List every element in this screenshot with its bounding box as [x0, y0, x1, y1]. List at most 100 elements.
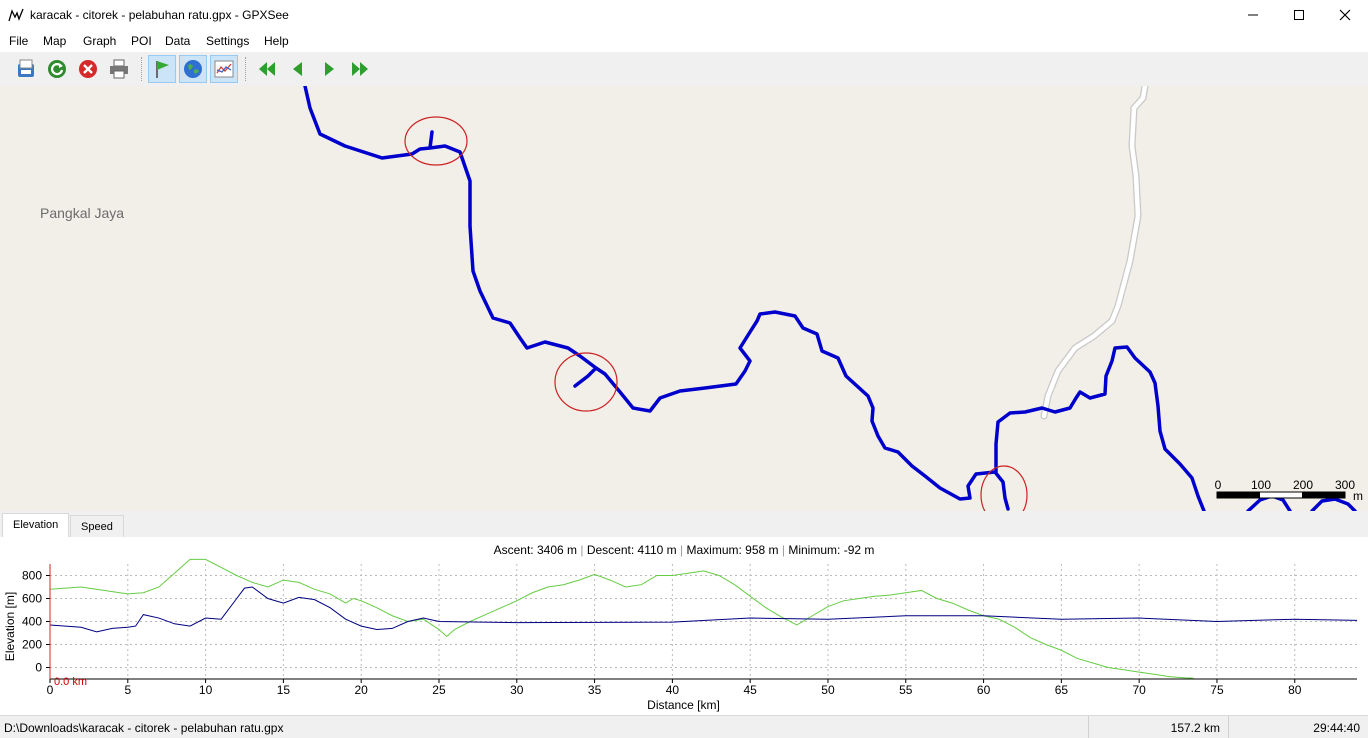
- y-tick-label: 800: [22, 569, 42, 583]
- menu-graph[interactable]: Graph: [83, 34, 117, 48]
- scale-unit: m: [1353, 489, 1363, 503]
- maximum-label: Maximum:: [686, 543, 742, 557]
- minimize-icon: [1248, 14, 1258, 16]
- previous-file-icon: [293, 62, 302, 76]
- x-tick-label: 40: [666, 683, 680, 697]
- ascent-value: 3406 m: [536, 543, 578, 557]
- scale-tick-label: 0: [1214, 478, 1222, 492]
- menu-bar: File Map Graph POI Data Settings Help: [0, 30, 1368, 52]
- toolbar: [0, 52, 1368, 87]
- y-tick-label: 600: [22, 592, 42, 606]
- x-tick-label: 15: [277, 683, 291, 697]
- close-file-button[interactable]: [74, 55, 102, 83]
- x-axis-label: Distance [km]: [647, 698, 720, 712]
- show-poi-button[interactable]: [148, 55, 176, 83]
- minimize-button[interactable]: [1230, 0, 1276, 30]
- x-tick-label: 60: [977, 683, 991, 697]
- x-tick-label: 5: [124, 683, 131, 697]
- elevation-chart[interactable]: 0 5 10 15 20 25 30 35 40 45 50 55 60 65 70 75 8002004006…: [0, 537, 1368, 715]
- map-scale: 0 100 200 300 m: [1212, 478, 1363, 508]
- show-map-icon: [184, 60, 202, 78]
- descent-value: 4110 m: [637, 543, 677, 557]
- print-icon: [110, 59, 128, 79]
- map-road: [1041, 86, 1148, 419]
- y-tick-label: 200: [22, 638, 42, 652]
- waypoint-marker[interactable]: [980, 465, 1028, 511]
- close-icon: [1339, 9, 1351, 21]
- elevation-series-line: [49, 558, 1194, 679]
- cursor-label: 0.0 km: [54, 676, 87, 688]
- maximize-button[interactable]: [1276, 0, 1322, 30]
- tab-elevation[interactable]: Elevation: [2, 513, 70, 538]
- map-view[interactable]: Pangkal Jaya 0 100 200 300 m: [0, 86, 1368, 511]
- gpx-track: [303, 86, 1357, 511]
- descent-label: Descent:: [586, 543, 635, 557]
- ascent-label: Ascent:: [493, 543, 534, 557]
- reload-icon: [48, 60, 66, 78]
- gpxsee-app-icon: [8, 8, 24, 22]
- elevation-graph-panel: Ascent: 3406 m | Descent: 4110 m | Maxim…: [0, 537, 1368, 715]
- y-tick-label: 0: [35, 661, 42, 675]
- elevation-summary: Ascent: 3406 m | Descent: 4110 m | Maxim…: [0, 543, 1368, 557]
- reload-button[interactable]: [43, 55, 71, 83]
- info-separator: |: [580, 543, 584, 557]
- previous-file-button[interactable]: [284, 55, 312, 83]
- menu-settings[interactable]: Settings: [206, 34, 250, 48]
- toolbar-separator: [141, 57, 144, 81]
- show-poi-icon: [156, 61, 169, 78]
- y-tick-label: 400: [22, 615, 42, 629]
- x-tick-label: 45: [743, 683, 757, 697]
- y-axis-label: Elevation [m]: [3, 592, 17, 661]
- x-tick-label: 80: [1288, 683, 1302, 697]
- window-title: karacak - citorek - pelabuhan ratu.gpx -…: [30, 8, 289, 22]
- print-button[interactable]: [105, 55, 133, 83]
- close-button[interactable]: [1322, 0, 1368, 30]
- menu-map[interactable]: Map: [43, 34, 67, 48]
- minimum-label: Minimum:: [788, 543, 841, 557]
- x-tick-label: 50: [821, 683, 835, 697]
- open-file-button[interactable]: [12, 55, 40, 83]
- status-file-path: D:\Downloads\karacak - citorek - pelabuh…: [4, 721, 284, 735]
- menu-poi[interactable]: POI: [131, 34, 152, 48]
- open-file-icon: [18, 59, 34, 77]
- title-bar: karacak - citorek - pelabuhan ratu.gpx -…: [0, 0, 1368, 30]
- show-map-button[interactable]: [179, 55, 207, 83]
- x-tick-label: 35: [588, 683, 602, 697]
- minimum-value: -92 m: [843, 543, 875, 557]
- place-label: Pangkal Jaya: [40, 205, 125, 221]
- x-tick-label: 10: [199, 683, 213, 697]
- x-tick-label: 75: [1210, 683, 1224, 697]
- x-tick-label: 70: [1132, 683, 1146, 697]
- last-file-icon: [352, 62, 368, 76]
- x-tick-label: 30: [510, 683, 524, 697]
- status-time: 29:44:40: [1313, 721, 1360, 735]
- x-tick-label: 65: [1055, 683, 1069, 697]
- close-file-icon: [79, 60, 97, 78]
- waypoint-marker[interactable]: [404, 116, 468, 166]
- first-file-button[interactable]: [253, 55, 281, 83]
- waypoint-marker[interactable]: [554, 352, 618, 412]
- tab-speed[interactable]: Speed: [70, 515, 124, 537]
- menu-data[interactable]: Data: [165, 34, 191, 48]
- x-tick-label: 25: [432, 683, 446, 697]
- status-time-cell: 29:44:40: [1228, 716, 1368, 738]
- status-distance: 157.2 km: [1170, 721, 1220, 735]
- scale-tick-label: 200: [1292, 478, 1314, 492]
- next-file-button[interactable]: [315, 55, 343, 83]
- menu-file[interactable]: File: [9, 34, 29, 48]
- maximize-icon: [1294, 10, 1304, 20]
- last-file-button[interactable]: [346, 55, 374, 83]
- show-graphs-button[interactable]: [210, 55, 238, 83]
- map-canvas[interactable]: [0, 86, 1368, 511]
- graph-tabs: Elevation Speed: [0, 511, 1368, 538]
- show-graphs-icon: [214, 60, 234, 78]
- menu-help[interactable]: Help: [264, 34, 289, 48]
- toolbar-separator: [245, 57, 248, 81]
- status-bar: D:\Downloads\karacak - citorek - pelabuh…: [0, 715, 1368, 738]
- x-tick-label: 55: [899, 683, 913, 697]
- maximum-value: 958 m: [745, 543, 779, 557]
- next-file-icon: [325, 62, 334, 76]
- scale-tick-label: 300: [1334, 478, 1356, 492]
- elevation-series-line: [49, 586, 1358, 633]
- status-distance-cell: 157.2 km: [1088, 716, 1228, 738]
